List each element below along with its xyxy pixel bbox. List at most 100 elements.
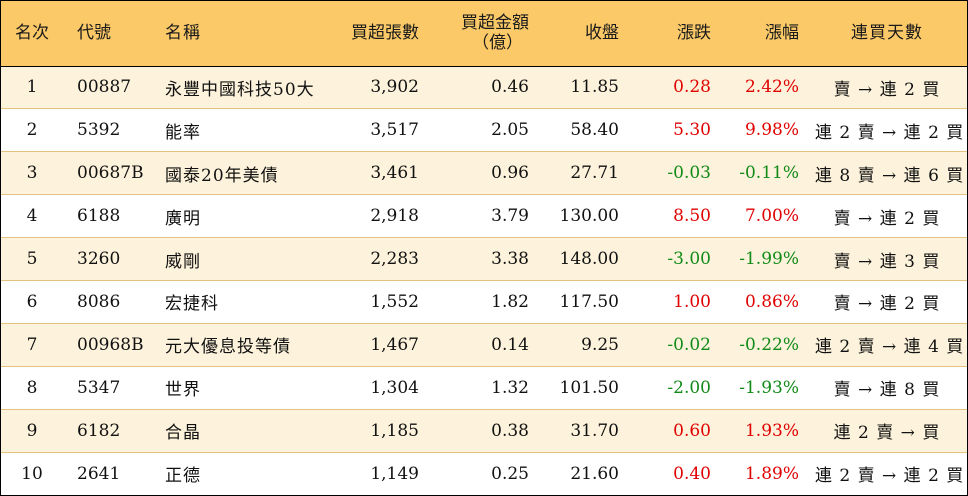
cell-name: 合晶 bbox=[147, 408, 327, 453]
cell-close: 11.85 bbox=[537, 65, 627, 109]
cell-rank: 1 bbox=[1, 65, 63, 109]
cell-pct: -0.11% bbox=[719, 151, 807, 195]
cell-name: 威剛 bbox=[147, 237, 327, 281]
cell-name: 元大優息投等債 bbox=[147, 322, 327, 367]
cell-change: 8.50 bbox=[627, 194, 719, 238]
cell-rank: 5 bbox=[1, 237, 63, 281]
cell-days: 連 2 賣 → 買 bbox=[807, 408, 967, 453]
cell-close: 101.50 bbox=[537, 365, 627, 410]
cell-name: 永豐中國科技50大 bbox=[147, 65, 327, 109]
cell-name: 國泰20年美債 bbox=[147, 151, 327, 195]
cell-days: 連 2 賣 → 連 4 買 bbox=[807, 322, 967, 367]
cell-code: 00968B bbox=[63, 322, 147, 367]
cell-buy-lots: 2,283 bbox=[327, 237, 427, 281]
header-buy-amount-line2: （億） bbox=[472, 33, 523, 54]
cell-days: 賣 → 連 2 買 bbox=[807, 65, 967, 109]
cell-rank: 3 bbox=[1, 151, 63, 195]
cell-rank: 10 bbox=[1, 451, 63, 495]
cell-pct: 1.93% bbox=[719, 408, 807, 453]
header-change: 漲跌 bbox=[677, 23, 711, 44]
cell-buy-lots: 3,517 bbox=[327, 108, 427, 152]
cell-buy-amount: 3.79 bbox=[427, 194, 537, 238]
cell-name: 宏捷科 bbox=[147, 279, 327, 324]
table-row: 9 6182 合晶 1,185 0.38 31.70 0.60 1.93% 連 2 賣 → 買 bbox=[1, 408, 967, 453]
cell-buy-amount: 3.38 bbox=[427, 237, 537, 281]
cell-change: 1.00 bbox=[627, 279, 719, 324]
cell-rank: 7 bbox=[1, 322, 63, 367]
header-rank: 名次 bbox=[15, 23, 49, 44]
cell-buy-lots: 1,304 bbox=[327, 365, 427, 410]
cell-days: 賣 → 連 8 買 bbox=[807, 365, 967, 410]
cell-code: 2641 bbox=[63, 451, 147, 495]
cell-change: -0.02 bbox=[627, 322, 719, 367]
cell-name: 世界 bbox=[147, 365, 327, 410]
cell-pct: 0.86% bbox=[719, 279, 807, 324]
table-row: 1 00887 永豐中國科技50大 3,902 0.46 11.85 0.28 2.42% 賣 … bbox=[1, 65, 967, 109]
cell-close: 148.00 bbox=[537, 237, 627, 281]
cell-close: 31.70 bbox=[537, 408, 627, 453]
cell-buy-amount: 0.38 bbox=[427, 408, 537, 453]
cell-buy-lots: 1,149 bbox=[327, 451, 427, 495]
cell-change: 0.60 bbox=[627, 408, 719, 453]
cell-days: 賣 → 連 2 買 bbox=[807, 279, 967, 324]
cell-days: 連 8 賣 → 連 6 買 bbox=[807, 151, 967, 195]
header-buy-lots: 買超張數 bbox=[351, 23, 419, 44]
table-body: 1 00887 永豐中國科技50大 3,902 0.46 11.85 0.28 2.42% 賣 … bbox=[1, 65, 967, 495]
header-name: 名稱 bbox=[165, 23, 201, 44]
header-buy-amount-line1: 買超金額 bbox=[461, 13, 529, 34]
cell-buy-amount: 0.14 bbox=[427, 322, 537, 367]
cell-rank: 9 bbox=[1, 408, 63, 453]
cell-days: 連 2 賣 → 連 2 買 bbox=[807, 108, 967, 152]
cell-pct: -0.22% bbox=[719, 322, 807, 367]
cell-days: 賣 → 連 2 買 bbox=[807, 194, 967, 238]
cell-pct: 2.42% bbox=[719, 65, 807, 109]
table-row: 5 3260 威剛 2,283 3.38 148.00 -3.00 -1.99% 賣 → 連 3… bbox=[1, 237, 967, 281]
cell-code: 6182 bbox=[63, 408, 147, 453]
cell-pct: 1.89% bbox=[719, 451, 807, 495]
cell-pct: 7.00% bbox=[719, 194, 807, 238]
cell-close: 117.50 bbox=[537, 279, 627, 324]
cell-buy-amount: 0.96 bbox=[427, 151, 537, 195]
cell-pct: -1.93% bbox=[719, 365, 807, 410]
header-pct: 漲幅 bbox=[765, 23, 799, 44]
header-buy-amount: 買超金額 （億） bbox=[427, 1, 537, 66]
cell-close: 21.60 bbox=[537, 451, 627, 495]
cell-change: -2.00 bbox=[627, 365, 719, 410]
cell-change: 0.40 bbox=[627, 451, 719, 495]
table-row: 8 5347 世界 1,304 1.32 101.50 -2.00 -1.93% 賣 → 連 8… bbox=[1, 365, 967, 410]
cell-change: 5.30 bbox=[627, 108, 719, 152]
cell-close: 9.25 bbox=[537, 322, 627, 367]
cell-buy-lots: 3,461 bbox=[327, 151, 427, 195]
cell-pct: 9.98% bbox=[719, 108, 807, 152]
header-days: 連買天數 bbox=[851, 23, 923, 44]
cell-buy-amount: 0.46 bbox=[427, 65, 537, 109]
cell-rank: 6 bbox=[1, 279, 63, 324]
cell-close: 130.00 bbox=[537, 194, 627, 238]
cell-code: 00887 bbox=[63, 65, 147, 109]
cell-code: 5392 bbox=[63, 108, 147, 152]
cell-rank: 8 bbox=[1, 365, 63, 410]
cell-code: 8086 bbox=[63, 279, 147, 324]
cell-code: 6188 bbox=[63, 194, 147, 238]
cell-close: 58.40 bbox=[537, 108, 627, 152]
cell-change: -3.00 bbox=[627, 237, 719, 281]
cell-buy-lots: 3,902 bbox=[327, 65, 427, 109]
table-row: 2 5392 能率 3,517 2.05 58.40 5.30 9.98% 連 2 賣 → 連 … bbox=[1, 108, 967, 152]
cell-pct: -1.99% bbox=[719, 237, 807, 281]
cell-days: 連 2 賣 → 連 2 買 bbox=[807, 451, 967, 495]
cell-code: 5347 bbox=[63, 365, 147, 410]
cell-rank: 4 bbox=[1, 194, 63, 238]
cell-buy-lots: 1,467 bbox=[327, 322, 427, 367]
table-row: 7 00968B 元大優息投等債 1,467 0.14 9.25 -0.02 -0.22% 連 … bbox=[1, 322, 967, 367]
cell-close: 27.71 bbox=[537, 151, 627, 195]
cell-buy-amount: 1.32 bbox=[427, 365, 537, 410]
table-row: 3 00687B 國泰20年美債 3,461 0.96 27.71 -0.03 -0.11% 連… bbox=[1, 151, 967, 195]
cell-buy-amount: 0.25 bbox=[427, 451, 537, 495]
cell-name: 正德 bbox=[147, 451, 327, 495]
table-row: 6 8086 宏捷科 1,552 1.82 117.50 1.00 0.86% 賣 → 連 2 … bbox=[1, 279, 967, 324]
cell-code: 00687B bbox=[63, 151, 147, 195]
table-header-row: 名次 代號 名稱 買超張數 買超金額 （億） 收盤 漲跌 漲幅 連買天數 bbox=[1, 1, 967, 66]
cell-buy-lots: 1,552 bbox=[327, 279, 427, 324]
